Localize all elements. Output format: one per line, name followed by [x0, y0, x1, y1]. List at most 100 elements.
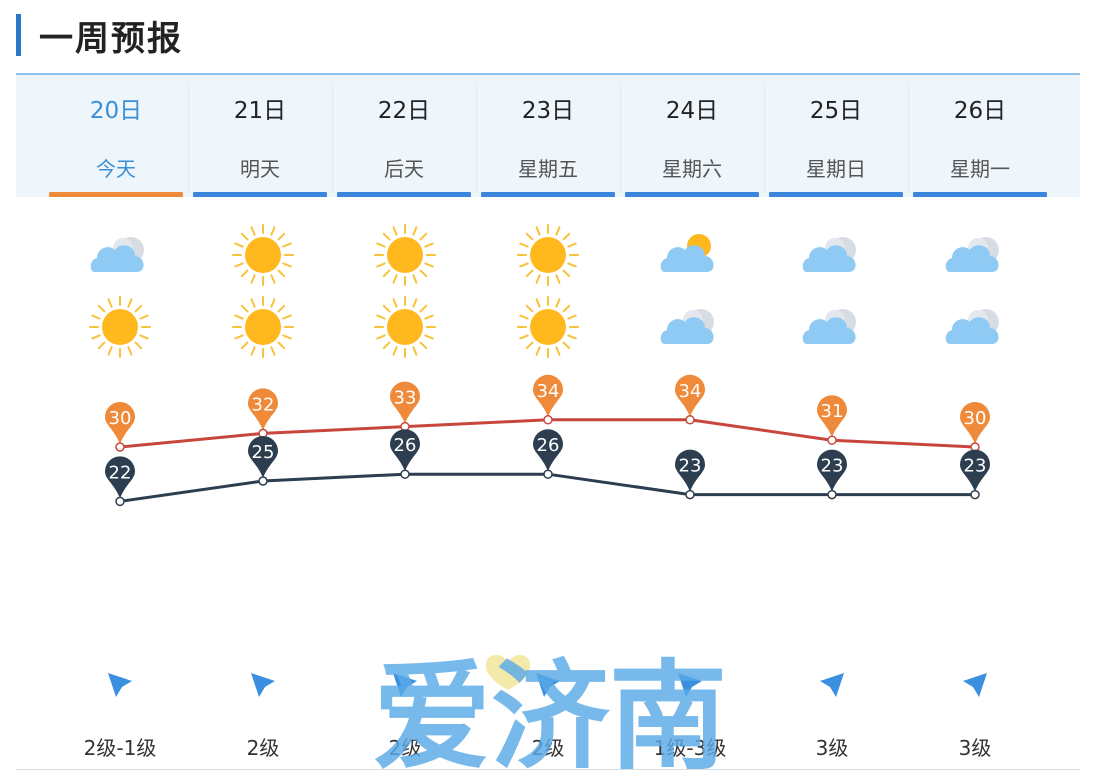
high-temp-pin	[675, 374, 705, 417]
low-temp-pin	[817, 449, 847, 492]
bottom-divider	[16, 769, 1080, 770]
tab-weekday: 明天	[240, 157, 280, 181]
wind-direction-icon	[100, 665, 140, 705]
low-temp-pin	[960, 449, 990, 492]
tab-separator	[620, 83, 621, 193]
high-temp-pin	[248, 388, 278, 431]
tab-day-1[interactable]: 20日今天	[46, 75, 186, 197]
high-temp-point	[685, 415, 695, 425]
high-temp-pin	[533, 374, 563, 417]
active-tab-indicator	[49, 192, 183, 197]
wind-level: 2级	[246, 736, 280, 760]
watermark-logo: 爱济南	[373, 648, 727, 770]
low-temp-pin	[104, 456, 136, 499]
high-temp-pin	[960, 402, 990, 444]
wind-level: 2级-1级	[83, 736, 157, 760]
high-temp-label: 34	[679, 381, 702, 402]
watermark-text: 爱济南	[373, 648, 727, 770]
high-temp-pin	[104, 401, 136, 444]
cloudy-icon	[940, 292, 1010, 362]
wind-level: 1级-3级	[653, 736, 727, 760]
tab-day-5[interactable]: 24日星期六	[622, 75, 762, 197]
cloudy-sun-icon	[655, 220, 725, 290]
low-temp-pin	[390, 429, 420, 472]
low-temp-label: 26	[537, 435, 560, 456]
wind-level: 2级	[531, 736, 565, 760]
tab-date: 23日	[521, 98, 575, 124]
tab-day-4[interactable]: 23日星期五	[478, 75, 618, 197]
tab-indicator	[481, 192, 615, 197]
wind-direction-icon	[528, 665, 568, 705]
tab-indicator	[913, 192, 1047, 197]
section-header: 一周预报	[16, 14, 183, 59]
high-temp-pin	[817, 395, 847, 438]
low-temp-pin	[675, 449, 705, 492]
cloudy-icon	[940, 220, 1010, 290]
tab-weekday: 今天	[96, 157, 136, 181]
high-temp-point	[543, 415, 553, 425]
cloudy-icon	[797, 292, 867, 362]
sun-icon	[228, 220, 298, 290]
low-temp-label: 23	[964, 456, 987, 477]
high-temp-label: 32	[252, 394, 275, 415]
sun-icon	[513, 220, 583, 290]
sun-icon	[370, 292, 440, 362]
tab-separator	[332, 83, 333, 193]
section-title: 一周预报	[39, 18, 183, 59]
tab-indicator	[769, 192, 903, 197]
partly-cloudy-icon	[85, 220, 155, 290]
tab-date: 20日	[89, 98, 143, 124]
tab-separator	[908, 83, 909, 193]
tab-date: 25日	[809, 98, 863, 124]
high-temp-label: 30	[964, 408, 987, 429]
high-temp-point	[115, 442, 125, 452]
tab-weekday: 星期日	[806, 157, 866, 181]
low-temp-point	[400, 469, 410, 479]
low-temp-point	[258, 476, 268, 486]
wind-direction-icon	[955, 665, 995, 705]
tab-date: 26日	[953, 98, 1007, 124]
tab-weekday: 后天	[384, 157, 424, 181]
low-temp-point	[685, 489, 695, 500]
tab-day-6[interactable]: 25日星期日	[766, 75, 906, 197]
wind-level: 2级	[388, 736, 422, 760]
wind-level: 3级	[958, 736, 992, 760]
tab-day-7[interactable]: 26日星期一	[910, 75, 1050, 197]
high-temp-label: 34	[537, 381, 560, 402]
low-temp-label: 23	[821, 456, 844, 477]
cloudy-icon	[797, 220, 867, 290]
low-temp-point	[970, 489, 980, 500]
tab-indicator	[625, 192, 759, 197]
tab-weekday: 星期六	[662, 157, 722, 181]
tab-weekday: 星期五	[518, 157, 578, 181]
low-temp-point	[115, 496, 125, 507]
low-temp-label: 26	[394, 435, 417, 456]
tab-indicator	[337, 192, 471, 197]
tab-date: 22日	[377, 98, 431, 124]
low-temp-label: 23	[679, 456, 702, 477]
low-temp-point	[543, 469, 553, 479]
tab-separator	[764, 83, 765, 193]
divider	[16, 73, 1080, 75]
title-accent-bar	[16, 14, 21, 56]
tab-indicator	[193, 192, 327, 197]
tab-day-2[interactable]: 21日 明天	[190, 75, 330, 197]
tab-separator	[476, 83, 477, 193]
tab-date: 24日	[665, 98, 719, 124]
sun-icon	[85, 292, 155, 362]
wind-level: 3级	[815, 736, 849, 760]
low-temp-label: 25	[252, 442, 275, 463]
tab-separator	[188, 83, 189, 193]
high-temp-label: 30	[109, 408, 132, 429]
tab-weekday: 星期一	[950, 157, 1010, 181]
wind-direction-icon	[670, 665, 710, 705]
sun-icon	[513, 292, 583, 362]
high-temp-label: 33	[394, 388, 417, 409]
high-temp-label: 31	[821, 401, 844, 422]
sun-icon	[228, 292, 298, 362]
wind-direction-icon	[385, 665, 425, 705]
tab-day-3[interactable]: 22日后天	[334, 75, 474, 197]
cloudy-icon	[655, 292, 725, 362]
low-temp-pin	[248, 436, 278, 478]
low-temp-pin	[533, 429, 563, 472]
